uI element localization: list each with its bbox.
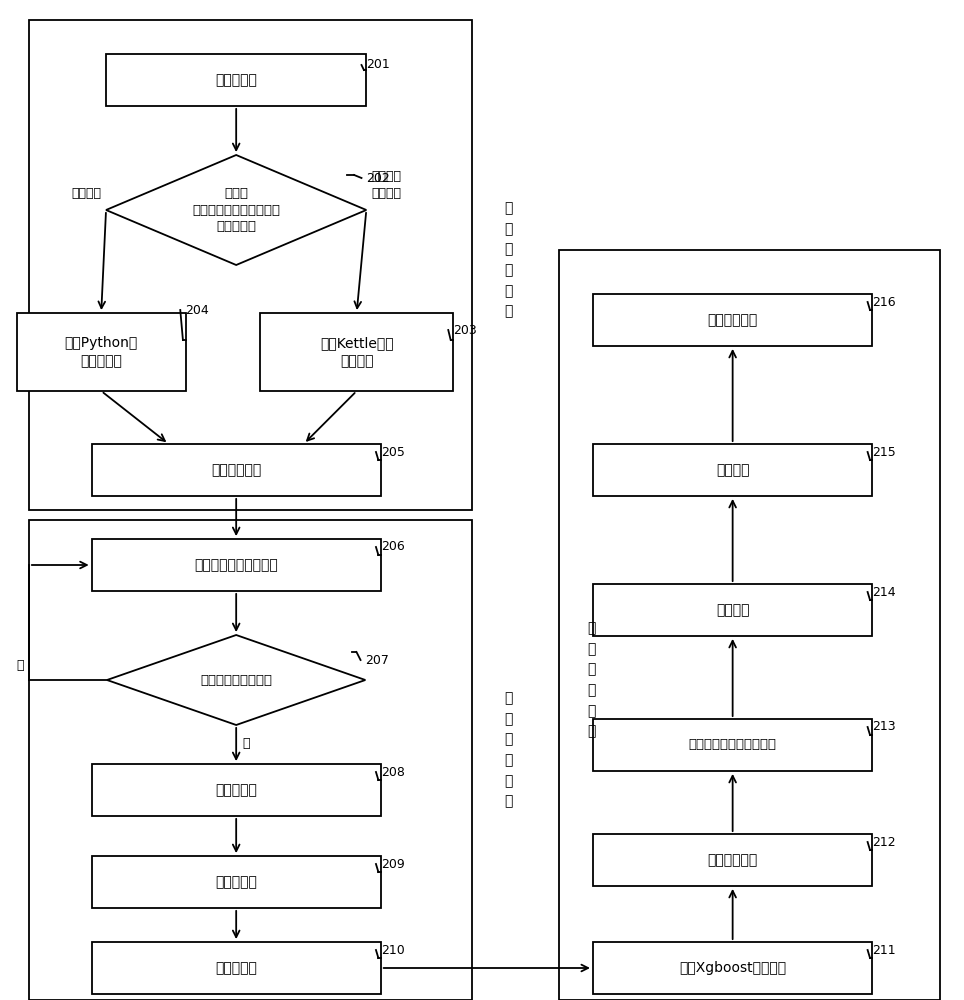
FancyBboxPatch shape — [92, 764, 381, 816]
FancyBboxPatch shape — [17, 313, 185, 391]
Polygon shape — [107, 635, 365, 725]
Text: 216: 216 — [872, 296, 897, 308]
Text: 211: 211 — [872, 944, 897, 956]
FancyBboxPatch shape — [106, 54, 366, 106]
Text: 训练数据
测试数据: 训练数据 测试数据 — [371, 170, 401, 200]
FancyBboxPatch shape — [92, 539, 381, 591]
Text: 207: 207 — [365, 654, 389, 666]
Text: 215: 215 — [872, 446, 897, 458]
Text: 补全缺失值: 补全缺失值 — [215, 875, 257, 889]
FancyBboxPatch shape — [593, 584, 872, 636]
FancyBboxPatch shape — [92, 444, 381, 496]
FancyBboxPatch shape — [29, 20, 472, 510]
FancyBboxPatch shape — [92, 942, 381, 994]
FancyBboxPatch shape — [92, 856, 381, 908]
Text: 传入训练数据和测试数据: 传入训练数据和测试数据 — [688, 738, 777, 752]
Text: 判断是否为错误数据: 判断是否为错误数据 — [201, 674, 272, 686]
Text: 基于Xgboost建立模型: 基于Xgboost建立模型 — [679, 961, 787, 975]
Text: 输入源数据: 输入源数据 — [215, 73, 257, 87]
Text: 判断窃电结果: 判断窃电结果 — [708, 313, 758, 327]
Text: 203: 203 — [453, 324, 477, 336]
Text: 对数据去重: 对数据去重 — [215, 961, 257, 975]
FancyBboxPatch shape — [593, 834, 872, 886]
Text: 建
立
模
型
阶
段: 建 立 模 型 阶 段 — [588, 621, 596, 738]
Text: 201: 201 — [366, 58, 390, 72]
Text: 数
据
清
洗
阶
段: 数 据 清 洗 阶 段 — [504, 692, 512, 808]
Text: 训练模型: 训练模型 — [716, 603, 749, 617]
Text: 212: 212 — [872, 836, 897, 848]
FancyBboxPatch shape — [559, 250, 940, 1000]
Text: 214: 214 — [872, 585, 897, 598]
Text: 209: 209 — [381, 857, 405, 870]
Text: 202: 202 — [366, 172, 390, 184]
Text: 输入特征选取后的数据: 输入特征选取后的数据 — [195, 558, 278, 572]
Text: 预测数据: 预测数据 — [71, 187, 101, 200]
FancyBboxPatch shape — [593, 444, 872, 496]
Text: 204: 204 — [185, 304, 209, 316]
Text: 是: 是 — [242, 737, 250, 750]
FancyBboxPatch shape — [593, 942, 872, 994]
Text: 208: 208 — [381, 766, 405, 778]
Polygon shape — [106, 155, 366, 265]
FancyBboxPatch shape — [593, 719, 872, 771]
Text: 采用Python进
行数据采集: 采用Python进 行数据采集 — [65, 336, 138, 368]
Text: 210: 210 — [381, 944, 405, 956]
Text: 205: 205 — [381, 446, 405, 458]
Text: 213: 213 — [872, 720, 897, 734]
FancyBboxPatch shape — [593, 294, 872, 346]
FancyBboxPatch shape — [29, 520, 472, 1000]
Text: 进行特征选取: 进行特征选取 — [211, 463, 261, 477]
Text: 设定算法参数: 设定算法参数 — [708, 853, 758, 867]
Text: 否: 否 — [16, 659, 24, 672]
FancyBboxPatch shape — [260, 313, 453, 391]
Text: 修正错误值: 修正错误值 — [215, 783, 257, 797]
Text: 判断是
训练数据和测试数据，还
是预测数据: 判断是 训练数据和测试数据，还 是预测数据 — [192, 187, 281, 233]
Text: 数
据
采
集
阶
段: 数 据 采 集 阶 段 — [504, 202, 512, 318]
Text: 优化模型: 优化模型 — [716, 463, 749, 477]
Text: 采用Kettle进行
数据采集: 采用Kettle进行 数据采集 — [320, 336, 393, 368]
Text: 206: 206 — [381, 540, 405, 554]
